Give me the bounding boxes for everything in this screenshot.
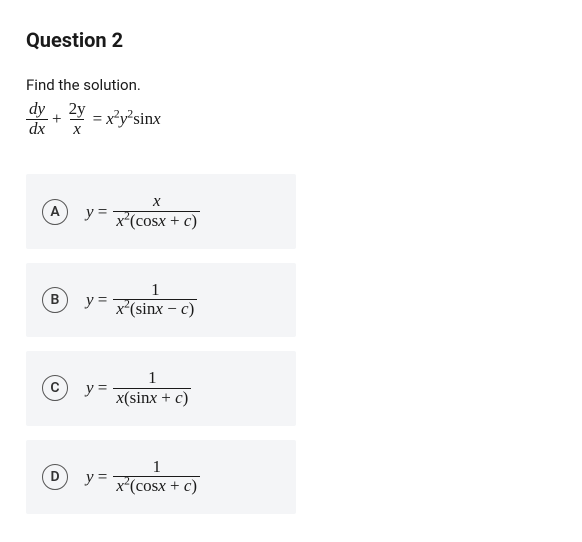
question-prompt: Find the solution. [26,76,556,94]
frac-den: x2(cosx + c) [113,211,200,231]
option-letter: B [42,287,68,313]
frac-num: 1 [149,458,164,477]
den-close: ) [189,299,195,318]
option-letter: C [42,375,68,401]
rhs-sin: sin [133,109,153,128]
den-fn: sin [130,388,150,407]
answer-fraction: 1 x2(sinx − c) [113,281,197,319]
frac-num: dy [26,100,48,119]
answer-lhs: y = [86,202,107,222]
y: y [86,467,94,486]
frac-den: x(sinx + c) [113,388,191,408]
frac-den: x2(sinx − c) [113,299,197,319]
y: y [86,378,94,397]
den-x: x [116,299,124,318]
answer-fraction: 1 x2(cosx + c) [113,458,200,496]
frac-den: dx [26,119,48,139]
answer-fraction: x x2(cosx + c) [113,192,200,230]
den-close: ) [183,388,189,407]
eq: = [94,202,108,221]
den-op: + [166,211,184,230]
question-title: Question 2 [26,28,556,52]
option-answer: y = 1 x2(sinx − c) [86,281,197,319]
den-fn: cos [136,211,159,230]
frac-num: 2y [66,100,89,119]
option-a[interactable]: A y = x x2(cosx + c) [26,174,296,248]
option-c[interactable]: C y = 1 x(sinx + c) [26,351,296,425]
den-c: c [181,299,189,318]
frac-den: x [70,119,84,139]
fraction-dy-dx: dy dx [26,100,48,138]
answer-fraction: 1 x(sinx + c) [113,369,191,407]
den-op: + [157,388,175,407]
den-op: + [166,476,184,495]
den-fn: sin [136,299,156,318]
den-c: c [175,388,183,407]
den-xv: x [158,211,166,230]
eq: = [94,378,108,397]
den-fn: cos [136,476,159,495]
option-letter: A [42,199,68,225]
text: 2y [69,99,86,118]
den-xv: x [158,476,166,495]
fraction-2y-x: 2y x [66,100,89,138]
equals-operator: = [93,109,103,129]
option-answer: y = x x2(cosx + c) [86,192,200,230]
eq: = [94,290,108,309]
y: y [86,290,94,309]
answer-lhs: y = [86,378,107,398]
options-list: A y = x x2(cosx + c) B y = 1 x2(sinx − c… [26,174,556,514]
frac-num: x [150,192,164,211]
den-xv: x [155,299,163,318]
option-d[interactable]: D y = 1 x2(cosx + c) [26,440,296,514]
frac-den: x2(cosx + c) [113,476,200,496]
den-x: x [116,476,124,495]
answer-lhs: y = [86,467,107,487]
y: y [86,202,94,221]
question-equation: dy dx + 2y x = x2y2sinx [26,100,556,138]
frac-num: 1 [148,281,163,300]
den-x: x [116,211,124,230]
option-answer: y = 1 x(sinx + c) [86,369,191,407]
frac-num: 1 [145,369,160,388]
option-b[interactable]: B y = 1 x2(sinx − c) [26,263,296,337]
plus-operator: + [52,109,62,129]
den-xv: x [149,388,157,407]
den-op: − [163,299,181,318]
rhs-xvar: x [153,109,161,128]
den-x: x [116,388,124,407]
den-close: ) [191,211,197,230]
eq: = [94,467,108,486]
option-letter: D [42,464,68,490]
rhs-x: x [106,109,114,128]
rhs: x2y2sinx [106,109,160,129]
answer-lhs: y = [86,290,107,310]
option-answer: y = 1 x2(cosx + c) [86,458,200,496]
den-close: ) [191,476,197,495]
